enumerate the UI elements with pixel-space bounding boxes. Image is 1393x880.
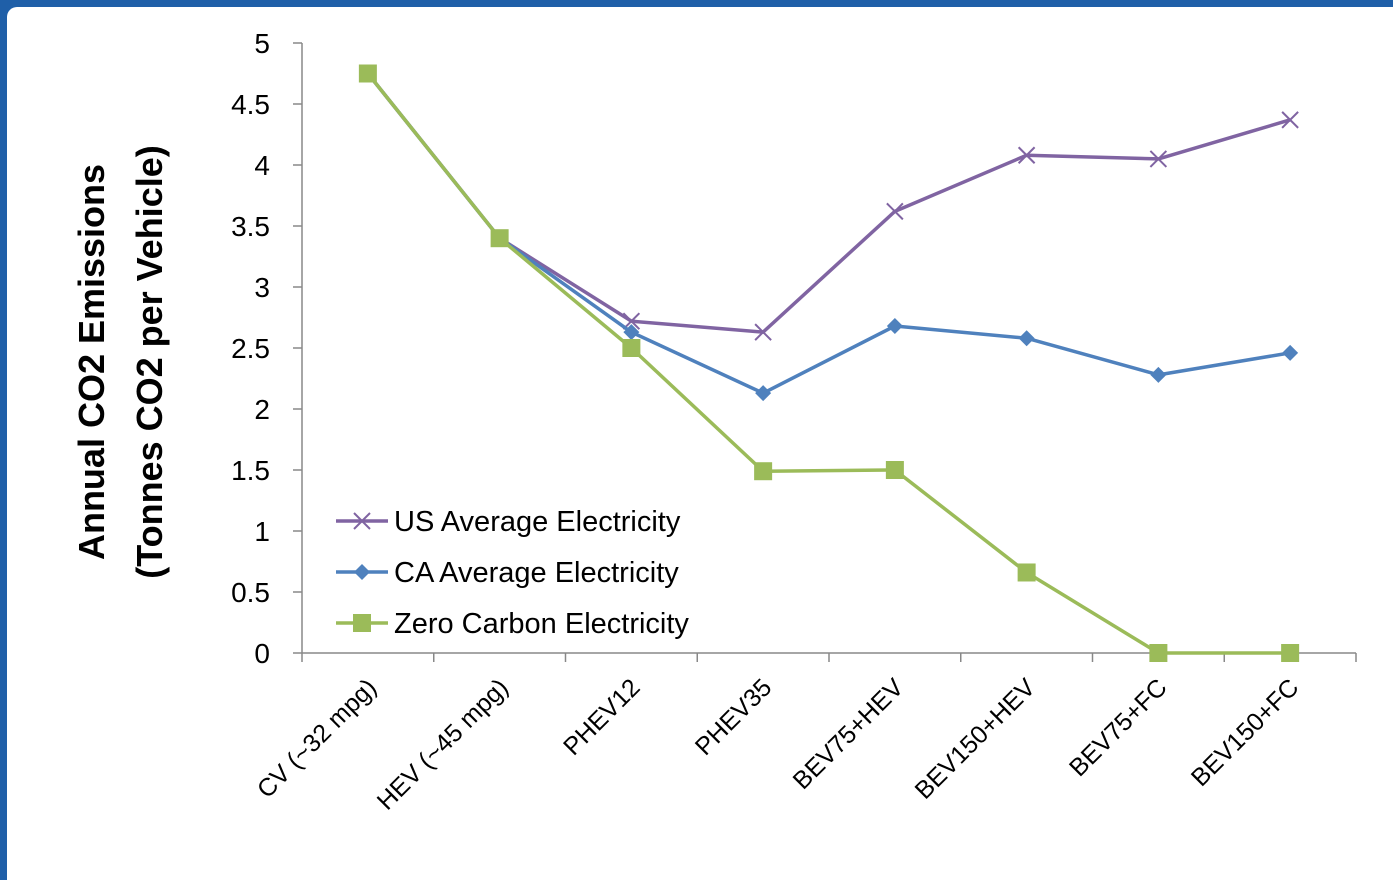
x-tick-label: PHEV12 — [558, 673, 646, 761]
y-tick-label: 4.5 — [231, 89, 270, 120]
legend-label: US Average Electricity — [394, 506, 681, 538]
x-tick-label: CV (~32 mpg) — [252, 673, 382, 803]
y-tick-label: 1 — [254, 516, 270, 547]
square-marker — [1017, 563, 1036, 582]
diamond-marker — [886, 318, 903, 335]
series-line — [366, 72, 1291, 334]
y-tick-label: 0.5 — [231, 577, 270, 608]
legend-item: CA Average Electricity — [336, 557, 679, 589]
y-tick-label: 3 — [254, 272, 270, 303]
diamond-marker — [1018, 330, 1035, 347]
legend-item: Zero Carbon Electricity — [336, 608, 689, 640]
y-tick-label: 4 — [254, 150, 270, 181]
x-tick-labels: CV (~32 mpg)HEV (~45 mpg) PHEV12 PHEV35 BEV… — [252, 673, 1305, 815]
legend: US Average Electricity CA Average Electri… — [336, 506, 689, 640]
y-tick-labels: 0 0.5 1 1.5 2 2.5 3 3.5 4 4.5 5 — [231, 28, 270, 669]
y-tick-label: 2 — [254, 394, 270, 425]
x-marker — [1281, 111, 1299, 129]
square-marker — [490, 229, 509, 248]
diamond-marker — [1150, 366, 1167, 383]
x-marker — [353, 512, 371, 530]
series-line — [366, 72, 1291, 395]
diamond-marker — [755, 385, 772, 402]
x-tick-label: BEV75+HEV — [788, 673, 910, 795]
square-marker — [358, 64, 377, 83]
x-marker — [886, 202, 904, 221]
series-us-average-electricity — [359, 64, 1299, 341]
diamond-marker — [354, 564, 370, 580]
y-tick-label: 2.5 — [231, 333, 270, 364]
y-tick-label: 3.5 — [231, 211, 270, 242]
y-axis-title: Annual CO2 Emissions (Tonnes CO2 per Veh… — [71, 145, 170, 578]
y-tick-label: 1.5 — [231, 455, 270, 486]
x-tick-label: BEV150+HEV — [910, 673, 1042, 805]
series-zero-carbon-electricity — [358, 64, 1300, 662]
x-tick-label: PHEV35 — [690, 673, 778, 761]
square-marker — [1281, 644, 1300, 662]
x-marker — [754, 323, 772, 341]
x-marker — [1017, 146, 1036, 164]
y-tick-label: 0 — [254, 638, 270, 669]
square-marker — [353, 614, 371, 632]
square-marker — [622, 339, 641, 357]
legend-item: US Average Electricity — [336, 506, 681, 538]
series-group — [358, 64, 1300, 662]
x-tick-label: HEV (~45 mpg) — [372, 673, 514, 815]
x-marker — [1149, 150, 1168, 168]
legend-label: Zero Carbon Electricity — [394, 608, 689, 640]
series-line — [366, 72, 1291, 655]
square-marker — [1149, 644, 1168, 662]
diamond-marker — [623, 324, 640, 341]
square-marker — [885, 461, 904, 479]
legend-label: CA Average Electricity — [394, 557, 679, 589]
y-axis-title-line1: Annual CO2 Emissions — [71, 164, 112, 560]
y-axis-title-line2: (Tonnes CO2 per Vehicle) — [129, 145, 170, 578]
x-tick-label: BEV150+FC — [1186, 673, 1305, 792]
y-tick-label: 5 — [254, 28, 270, 59]
diamond-marker — [1282, 344, 1299, 361]
chart-frame — [7, 7, 1393, 880]
x-tick-label: BEV75+FC — [1064, 673, 1173, 782]
square-marker — [754, 462, 773, 481]
